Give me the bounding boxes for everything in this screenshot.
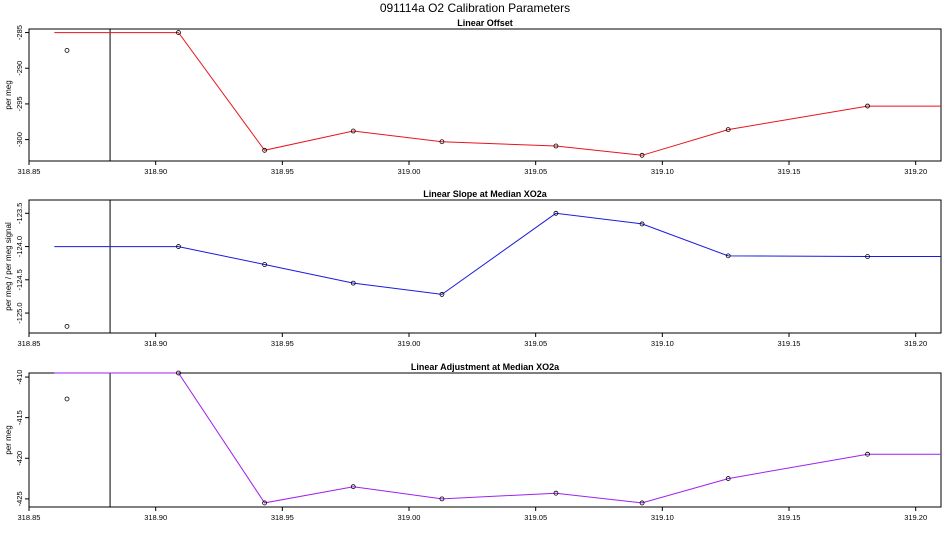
data-point (176, 244, 181, 249)
outlier-point (64, 48, 70, 53)
chart-panel-2: Linear Slope at Median XO2a per meg / per… (4, 189, 942, 348)
x-tick-label: 319.00 (398, 339, 421, 348)
y-tick-label: -285 (15, 25, 24, 40)
y-tick-label: -300 (15, 132, 24, 147)
data-point (439, 496, 445, 502)
plot-frame (28, 372, 942, 508)
y-tick-label: -425 (15, 491, 24, 506)
x-tick-label: 318.90 (144, 339, 167, 348)
data-point (262, 262, 268, 267)
x-tick-label: 318.95 (271, 339, 294, 348)
x-tick-label: 319.15 (778, 339, 801, 348)
x-tick-label: 319.20 (904, 167, 927, 176)
x-tick-label: 319.15 (778, 167, 801, 176)
x-tick-label: 319.10 (651, 339, 674, 348)
y-tick-label: -125.0 (15, 302, 24, 323)
x-tick-label: 319.10 (651, 513, 674, 522)
x-tick-label: 318.85 (18, 167, 41, 176)
x-tick-label: 318.85 (18, 339, 41, 348)
panel-title: Linear Slope at Median XO2a (423, 189, 548, 199)
x-tick-label: 319.20 (904, 513, 927, 522)
data-point (350, 484, 356, 490)
data-point (553, 143, 559, 149)
plot-frame (28, 28, 942, 162)
data-point (439, 292, 445, 297)
x-tick-label: 319.15 (778, 513, 801, 522)
y-tick-label: -290 (15, 61, 24, 76)
outlier-point (64, 396, 70, 402)
figure-title: 091114a O2 Calibration Parameters (379, 1, 571, 15)
y-tick-label: -410 (15, 370, 24, 385)
data-point (176, 30, 181, 35)
x-tick-label: 318.90 (144, 513, 167, 522)
series-line (54, 372, 941, 504)
data-point (639, 500, 645, 506)
x-tick-label: 319.05 (524, 339, 547, 348)
panel-title: Linear Adjustment at Median XO2a (411, 362, 560, 372)
x-tick-label: 319.05 (524, 167, 547, 176)
panel-title: Linear Offset (457, 18, 513, 28)
data-point (439, 139, 445, 145)
x-tick-label: 319.20 (904, 339, 927, 348)
y-tick-label: -124.0 (15, 236, 24, 257)
series-line (54, 32, 941, 156)
y-axis-label: per meg / per meg signal (4, 222, 13, 311)
outlier-point (64, 323, 70, 329)
x-tick-label: 319.05 (524, 513, 547, 522)
data-point (639, 152, 645, 158)
data-point (262, 500, 268, 506)
y-tick-label: -123.5 (15, 203, 24, 224)
data-point (865, 254, 870, 259)
data-point (176, 370, 181, 376)
x-tick-label: 319.00 (398, 513, 421, 522)
chart-panel-1: Linear Offset per meg 318.85 318.90 318.95 31… (4, 18, 942, 176)
y-tick-label: -415 (15, 410, 24, 425)
data-point (725, 127, 731, 133)
data-point (262, 147, 268, 153)
data-point (865, 451, 870, 457)
y-tick-label: -295 (15, 96, 24, 111)
data-point (350, 280, 356, 286)
data-point (865, 103, 870, 109)
chart-panel-3: Linear Adjustment at Median XO2a per meg 3… (4, 362, 942, 522)
data-point (725, 253, 731, 259)
x-tick-label: 318.85 (18, 513, 41, 522)
data-point (639, 221, 645, 227)
y-axis-label: per meg (4, 80, 13, 109)
y-axis-label: per meg (4, 425, 13, 454)
x-tick-label: 318.95 (271, 513, 294, 522)
data-point (350, 128, 356, 134)
x-tick-label: 318.90 (144, 167, 167, 176)
y-tick-label: -420 (15, 451, 24, 466)
data-point (725, 476, 731, 481)
plot-frame (28, 199, 942, 334)
series-line (54, 212, 941, 295)
data-point (553, 210, 559, 216)
data-point (553, 490, 559, 496)
x-tick-label: 319.10 (651, 167, 674, 176)
x-tick-label: 319.00 (398, 167, 421, 176)
x-tick-label: 318.95 (271, 167, 294, 176)
y-tick-label: -124.5 (15, 269, 24, 290)
